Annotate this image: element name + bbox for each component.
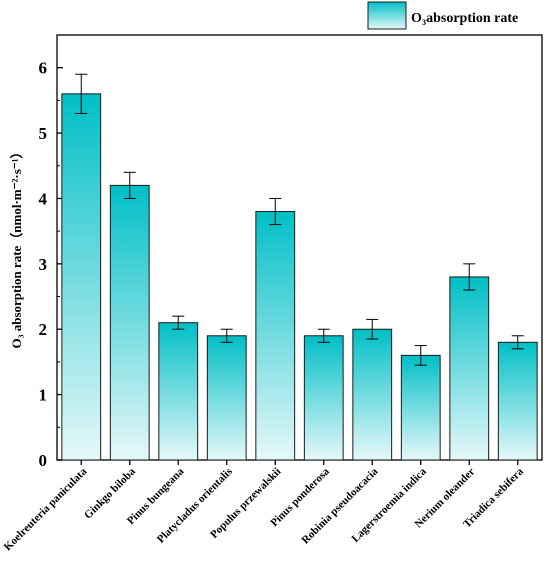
legend-swatch [367,1,407,30]
legend-label: O₃absorption rate [411,11,518,26]
y-tick-label: 0 [39,451,48,470]
bar [206,335,247,461]
y-tick-label: 5 [39,124,48,143]
y-tick-label: 4 [39,189,48,208]
error-bar [269,197,282,226]
y-axis-title: O₃ absorption rate（nmol·m⁻²·s⁻¹） [9,145,24,348]
error-bar [75,73,88,114]
y-tick-label: 2 [39,320,48,339]
y-axis: 0 1 2 3 4 5 6 [39,59,63,470]
error-bar [123,171,136,199]
error-bar [463,263,476,291]
error-bar [414,345,427,366]
bar [400,354,441,461]
error-bar [317,328,330,343]
x-tick-label: Koelreuteria paniculata [2,465,90,553]
bar [255,211,296,461]
bar [497,341,538,461]
bars [61,93,538,461]
error-bar [220,328,233,343]
plot-area [56,34,543,461]
bar [109,184,150,461]
bar [61,93,102,461]
y-tick-label: 3 [39,255,48,274]
bar [303,335,344,461]
legend: O₃absorption rate [367,1,518,30]
y-tick-label: 6 [39,59,48,78]
error-bar [366,318,379,340]
bar [158,322,199,461]
error-bar [511,335,524,350]
error-bars [75,73,524,366]
error-bar [172,315,185,330]
bar [449,276,490,461]
y-tick-label: 1 [39,386,48,405]
bar [352,328,393,461]
